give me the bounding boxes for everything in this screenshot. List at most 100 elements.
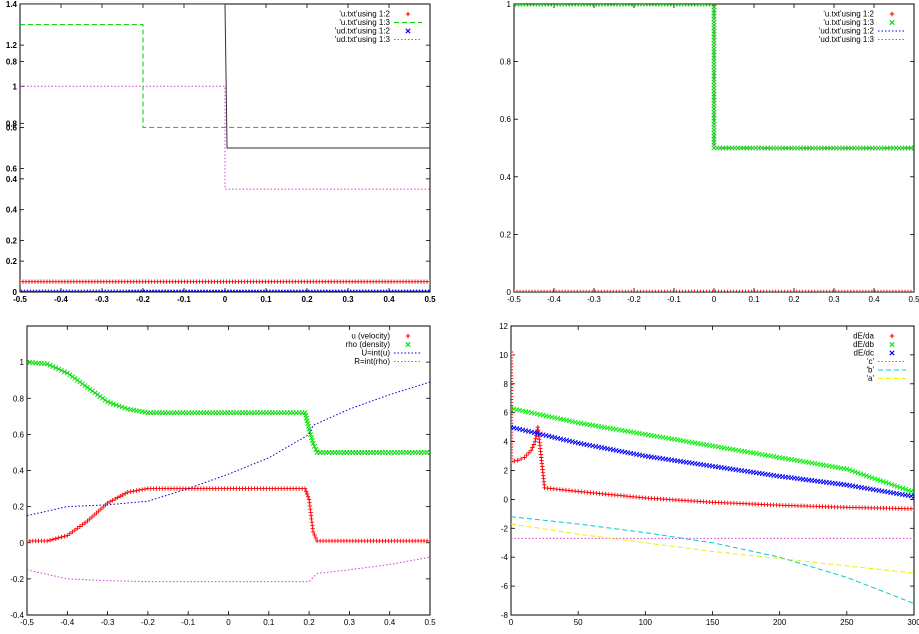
x-tick-label: -0.3 [95,295,109,304]
series-0 [25,486,432,543]
x-tick-label: 0.1 [260,295,272,304]
y-tick-label: -8 [501,611,509,620]
data-point [712,445,713,446]
y-tick-label: -6 [501,582,509,591]
x-tick-label: 200 [773,618,787,627]
legend-marker [406,29,410,33]
y-tick-label: -4 [501,553,509,562]
x-tick-label: 0.2 [301,295,313,304]
y-tick-label: 0.2 [6,257,18,266]
x-tick-label: 0.1 [748,295,760,304]
x-tick-label: -0.1 [667,295,681,304]
x-tick-label: -0.4 [547,295,561,304]
x-tick-label: -0.2 [141,618,155,627]
x-tick-label: -0.1 [177,295,191,304]
data-point [517,460,518,461]
legend-label: 'ud.txt'using 1:3 [819,35,875,44]
series-4 [511,517,914,604]
data-point [317,452,318,453]
plot-area [18,4,432,294]
x-tick-label: 300 [907,618,919,627]
data-point [311,515,312,516]
y-tick-label: 8 [504,380,509,389]
x-tick-label: 0.3 [828,295,840,304]
series-1 [509,406,916,494]
legend-marker [890,20,894,24]
x-tick-label: 250 [840,618,854,627]
chart-panel-top-left: -0.5 -0.4 -0.3 -0.2 -0.1 0 0.1 0.2 0.3 0.4 0.500.2… [6,0,436,304]
data-point [578,491,579,492]
data-point [304,412,305,413]
y-tick-label: 0.6 [6,165,18,174]
x-tick-label: 100 [639,618,653,627]
data-point [578,442,579,443]
data-point-markers [18,280,432,284]
y-tick-label: 0 [507,288,512,297]
x-tick-label: 0.4 [383,295,395,304]
series-line [27,557,430,581]
data-point-markers [25,486,432,543]
x-tick-label: 150 [706,618,720,627]
y-tick-label: 0.8 [6,119,18,128]
y-tick-label: 0.4 [13,467,25,476]
y-tick-label: 4 [504,438,509,447]
x-tick-label: -0.3 [587,295,601,304]
data-point [107,401,108,402]
legend-marker [406,342,410,346]
data-point [645,497,646,498]
data-point [127,492,128,493]
plot-frame [27,326,430,615]
data-point [846,507,847,508]
data-point [147,488,148,489]
x-tick-label: -0.2 [136,295,150,304]
x-tick-label: 0 [226,618,231,627]
data-point [313,443,314,444]
legend-marker [890,334,894,338]
data-point [309,428,310,429]
data-point [645,434,646,435]
data-point-markers [509,406,916,494]
data-point [846,468,847,469]
legend-label: 'ud.txt'using 1:3 [335,35,391,44]
y-tick-label: 0.2 [500,230,512,239]
y-tick-label: 1.4 [6,0,18,9]
legend-label: R=int(rho) [354,357,390,366]
data-point [87,520,88,521]
chart-panel-bottom-right: 0 50 100 150 200 250 300-8-6-4-2024681012dE/da… [499,322,919,627]
series-line [27,382,430,516]
y-tick-label: 2 [504,467,509,476]
legend-marker [406,12,410,16]
data-point [87,387,88,388]
data-point [304,488,305,489]
y-tick-label: 0.4 [6,206,18,215]
chart-panel-top-right: -0.5 -0.4 -0.3 -0.2 -0.1 0 0.1 0.2 0.3 0.4 0.5 0 0.2… [500,0,919,304]
x-tick-label: 0.5 [424,618,436,627]
data-point [645,455,646,456]
data-point [67,372,68,373]
series-line [511,517,914,604]
x-tick-label: 0 [509,618,514,627]
x-tick-label: 0.2 [788,295,800,304]
chart-panel-bottom-left: -0.5 -0.4 -0.3 -0.2 -0.1 0 0.1 0.2 0.3 0.4 0.5-0.4… [10,326,436,627]
x-tick-label: 0.5 [908,295,919,304]
series-0 [18,280,432,284]
x-tick-label: 0.4 [868,295,880,304]
series-2 [27,382,430,516]
data-point [313,531,314,532]
data-point [779,457,780,458]
y-tick-label: 10 [499,351,508,360]
plot-area [512,2,916,294]
data-point [317,540,318,541]
series-line [511,524,914,573]
data-point-markers [25,360,432,455]
y-tick-label: 12 [499,322,508,331]
y-tick-label: 0.8 [500,58,512,67]
y-tick-label: -0.4 [10,611,24,620]
y-tick-label: 1.2 [6,41,18,50]
legend: u (velocity)rho (density)U=int(u)R=int(r… [346,332,422,367]
data-point [846,484,847,485]
data-point [309,499,310,500]
data-point [47,540,48,541]
